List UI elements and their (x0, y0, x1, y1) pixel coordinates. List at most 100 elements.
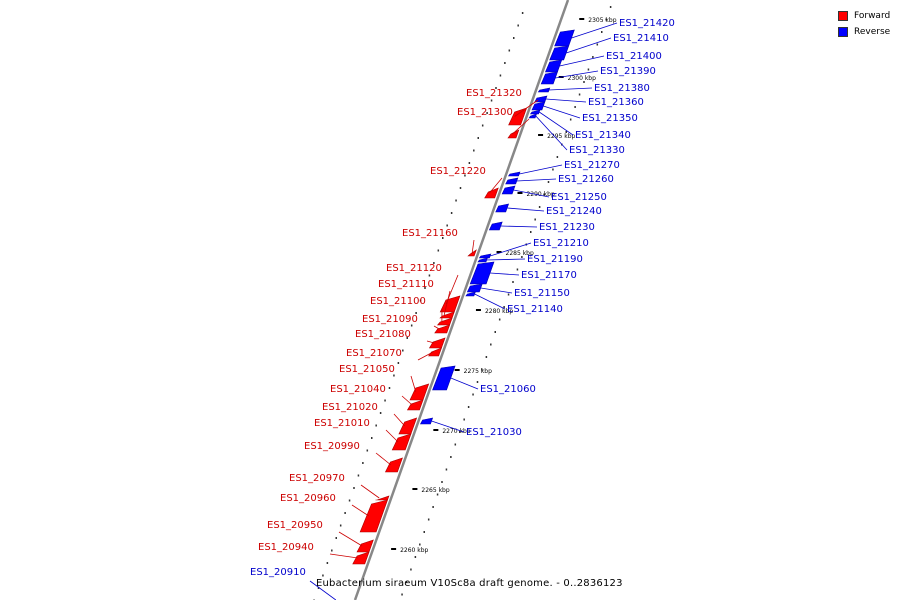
genome-axis (353, 0, 570, 600)
forward-leader (385, 429, 399, 443)
forward-leader (401, 395, 413, 406)
tick-dot (446, 224, 448, 227)
scale-label: 2290 kbp (526, 191, 554, 198)
tick-layer (313, 6, 612, 600)
legend: Forward Reverse (838, 8, 900, 40)
reverse-gene-label: ES1_21140 (507, 304, 563, 315)
tick-dot (428, 274, 431, 277)
tick-dot (458, 431, 461, 433)
forward-gene-label: ES1_20940 (258, 542, 314, 553)
reverse-gene-block (528, 113, 538, 119)
tick-dot (516, 268, 519, 271)
forward-gene-block (375, 495, 390, 501)
tick-dot (427, 518, 430, 521)
tick-dot (583, 81, 585, 83)
forward-gene-block (352, 551, 370, 565)
tick-dot (587, 68, 590, 71)
forward-swatch (838, 11, 848, 21)
tick-dot (534, 218, 536, 221)
tick-dot (353, 487, 355, 489)
reverse-leader (559, 55, 605, 67)
tick-dot (441, 481, 443, 483)
tick-dot (441, 237, 444, 239)
forward-gene-label: ES1_21020 (322, 402, 378, 413)
forward-leader (426, 340, 435, 344)
reverse-gene-label: ES1_21380 (594, 83, 650, 94)
forward-gene-block (428, 337, 446, 349)
tick-dot (415, 312, 417, 314)
reverse-gene-label: ES1_21330 (569, 145, 625, 156)
scale-label: 2275 kbp (464, 368, 492, 375)
scale-tick (475, 309, 481, 311)
tick-dot (344, 512, 346, 514)
tick-dot (459, 187, 462, 189)
forward-gene-label: ES1_21160 (402, 228, 458, 239)
tick-dot (401, 593, 403, 596)
reverse-leader (545, 98, 587, 103)
forward-leader (410, 375, 417, 393)
reverse-gene-block (488, 221, 503, 231)
tick-dot (450, 212, 453, 214)
forward-gene-label: ES1_21110 (378, 279, 434, 290)
scale-tick (433, 429, 439, 431)
forward-gene-block (409, 383, 430, 401)
tick-dot (556, 156, 559, 158)
tick-dot (485, 356, 488, 358)
tick-dot (512, 37, 515, 39)
forward-gene-block (439, 311, 455, 319)
reverse-gene-block (465, 291, 476, 297)
forward-gene-label: ES1_21100 (370, 296, 426, 307)
tick-dot (419, 543, 421, 546)
forward-gene-block (439, 295, 461, 313)
tick-dot (486, 112, 488, 114)
forward-leader (512, 118, 530, 135)
reverse-leader (309, 580, 337, 600)
reverse-gene-block (529, 109, 541, 115)
forward-gene-block (508, 107, 528, 126)
forward-gene-block (359, 499, 388, 533)
tick-dot (569, 118, 572, 121)
legend-forward-label: Forward (854, 11, 891, 21)
forward-gene-block (507, 129, 520, 139)
tick-dot (481, 124, 484, 127)
reverse-gene-block (477, 257, 488, 263)
scale-label: 2285 kbp (506, 250, 534, 257)
forward-gene-label: ES1_21010 (314, 418, 370, 429)
reverse-leader (535, 115, 568, 151)
tick-dot (472, 393, 474, 396)
reverse-gene-label: ES1_21400 (606, 51, 662, 62)
tick-dot (578, 93, 581, 96)
tick-dot (596, 43, 599, 46)
tick-dot (331, 549, 333, 552)
tick-dot (521, 12, 524, 14)
forward-gene-label: ES1_20960 (280, 493, 336, 504)
tick-dot (490, 99, 493, 102)
tick-dot (362, 462, 364, 464)
tick-dot (464, 174, 466, 177)
forward-leader (360, 484, 380, 499)
tick-dot (366, 449, 369, 452)
tick-dot (609, 6, 612, 8)
reverse-leader (519, 164, 563, 175)
tick-dot (499, 74, 502, 77)
reverse-leader (480, 287, 513, 294)
tick-dot (494, 331, 496, 333)
scale-tick (454, 369, 460, 371)
tick-dot (432, 506, 434, 508)
forward-gene-block (428, 347, 442, 357)
reverse-gene-block (432, 365, 456, 391)
reverse-gene-label: ES1_21260 (558, 174, 614, 185)
tick-dot (406, 337, 408, 339)
tick-dot (397, 362, 400, 364)
tick-dot (481, 368, 483, 371)
scale-label: 2305 kbp (588, 17, 616, 24)
tick-dot (468, 162, 471, 164)
forward-leader (443, 290, 451, 316)
legend-reverse-label: Reverse (854, 27, 891, 37)
reverse-gene-label: ES1_21250 (551, 192, 607, 203)
legend-forward: Forward (838, 8, 900, 24)
tick-dot (450, 456, 452, 458)
scale-label: 2260 kbp (400, 547, 428, 554)
reverse-leader (549, 87, 593, 91)
reverse-leader (539, 111, 574, 136)
